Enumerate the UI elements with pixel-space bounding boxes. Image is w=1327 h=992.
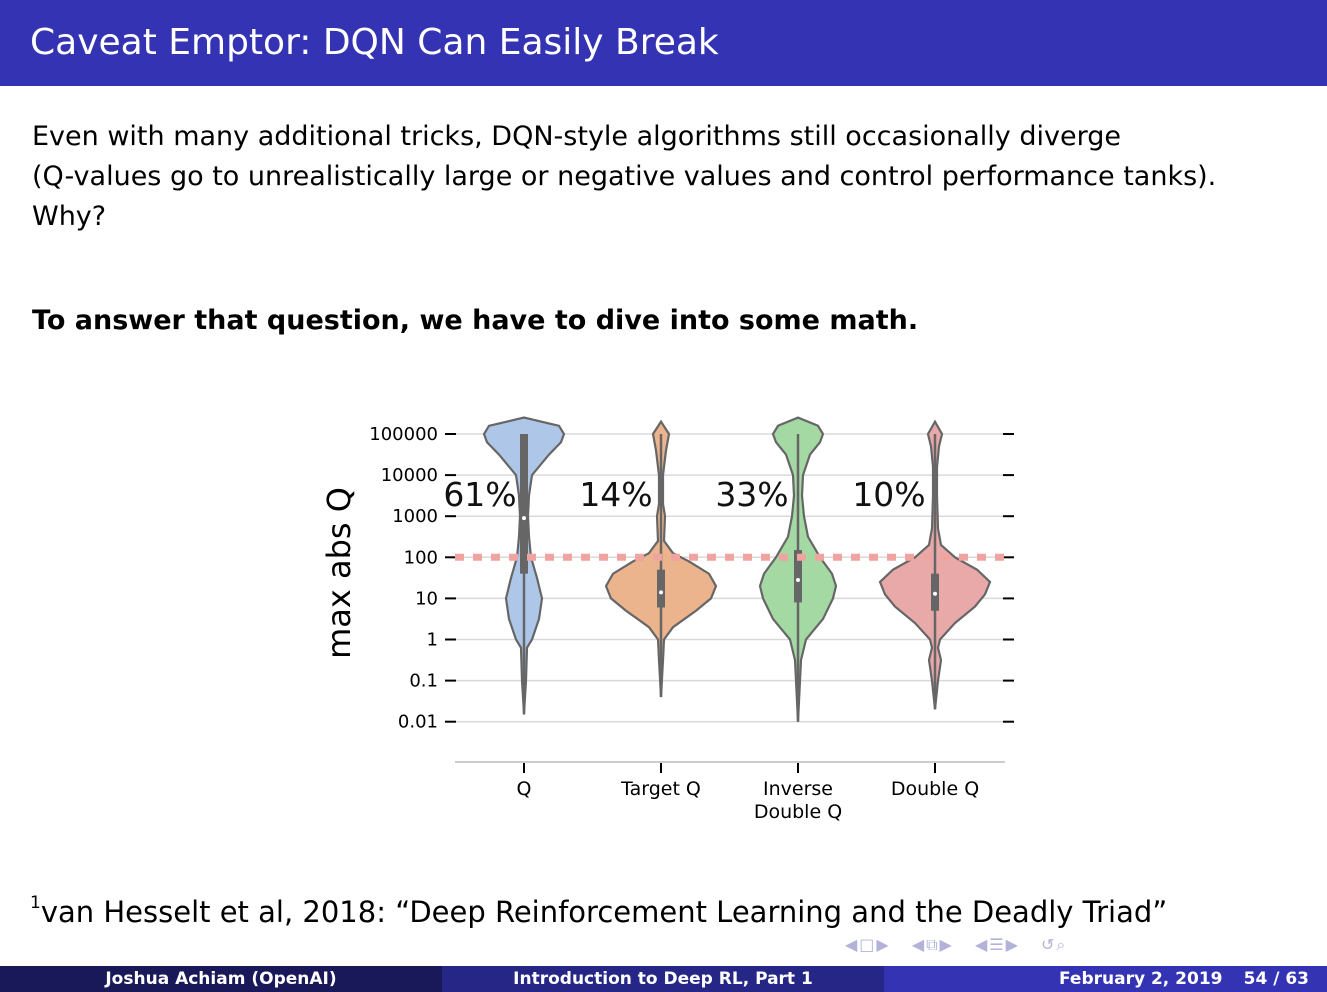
slide-header: Caveat Emptor: DQN Can Easily Break — [0, 0, 1327, 86]
paragraph-line: Even with many additional tricks, DQN-st… — [32, 121, 1121, 152]
slide-title: Caveat Emptor: DQN Can Easily Break — [30, 22, 719, 63]
y-tick-label: 1 — [427, 630, 438, 651]
paragraph-line: (Q-values go to unrealistically large or… — [32, 161, 1217, 192]
footer-talk: Introduction to Deep RL, Part 1 — [442, 966, 884, 992]
violin-median — [796, 578, 800, 583]
footnote-text: van Hesselt et al, 2018: “Deep Reinforce… — [40, 895, 1168, 929]
footer-right: February 2, 2019 54 / 63 — [884, 966, 1327, 992]
violin-median — [933, 591, 937, 596]
footer-author: Joshua Achiam (OpenAI) — [0, 966, 442, 992]
paragraph-line: Why? — [32, 201, 107, 232]
footnote-mark: 1 — [30, 893, 41, 914]
percent-label: 33% — [715, 475, 788, 514]
nav-frame-icon[interactable]: ◀□▶ — [845, 935, 891, 954]
violin-chart: 100000 10000 1000 100 10 1 0.1 0.01 max abs Q 61%… — [320, 416, 1014, 823]
y-tick-label: 0.1 — [409, 671, 438, 692]
violin-box — [657, 569, 665, 608]
y-tick-label: 1000 — [392, 506, 438, 527]
nav-section-icon[interactable]: ◀☰▶ — [974, 935, 1020, 954]
violin-median — [659, 590, 663, 595]
slide-footer: Joshua Achiam (OpenAI) Introduction to D… — [0, 966, 1327, 992]
percent-label: 14% — [579, 475, 652, 514]
x-tick-label: Q — [517, 778, 532, 800]
nav-subsection-icon[interactable]: ◀⧉▶ — [911, 935, 954, 954]
y-tick-label: 10000 — [381, 465, 438, 486]
y-tick-label: 10 — [415, 588, 438, 609]
y-tick-label: 100 — [404, 547, 438, 568]
nav-search-icon[interactable]: ↺⌕ — [1041, 935, 1068, 954]
footer-date: February 2, 2019 — [1059, 969, 1223, 989]
beamer-nav-bar: ◀□▶ ◀⧉▶ ◀☰▶ ↺⌕ — [845, 935, 1081, 955]
x-tick-label: Double Q — [891, 778, 979, 800]
footer-page: 54 / 63 — [1243, 969, 1309, 989]
y-tick-label: 0.01 — [398, 712, 438, 733]
percent-label: 61% — [443, 475, 516, 514]
x-tick-label: Inverse — [763, 778, 833, 800]
y-axis-label: max abs Q — [320, 487, 358, 659]
percent-label: 10% — [852, 475, 925, 514]
intro-paragraph: Even with many additional tricks, DQN-st… — [32, 117, 1302, 237]
violin-box — [520, 434, 528, 574]
violin-box — [794, 550, 802, 603]
footnote: 1van Hesselt et al, 2018: “Deep Reinforc… — [30, 893, 1168, 929]
bold-statement: To answer that question, we have to dive… — [32, 305, 919, 336]
violin-median — [522, 516, 526, 521]
x-tick-label: Double Q — [754, 801, 842, 823]
x-tick-label: Target Q — [620, 778, 701, 800]
y-tick-label: 100000 — [369, 424, 438, 445]
